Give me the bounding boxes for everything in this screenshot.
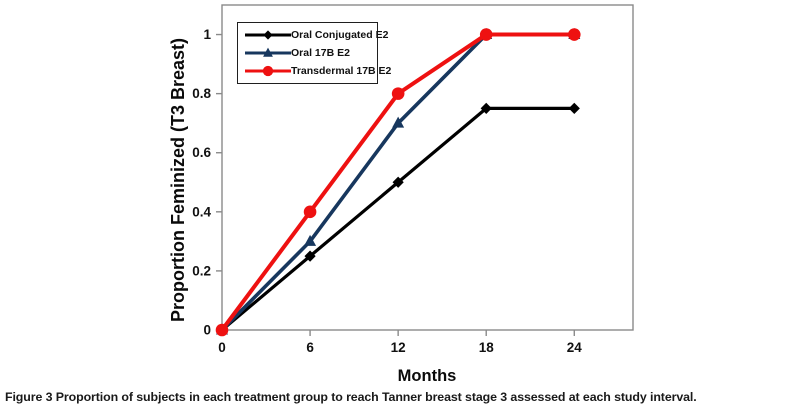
x-axis-title: Months [398, 367, 457, 385]
y-tick-label: 0.8 [192, 86, 211, 101]
legend: Oral Conjugated E2 Oral 17B E2 Transderm… [237, 22, 391, 84]
circle-marker-icon [215, 323, 229, 337]
x-tick-label: 6 [306, 340, 314, 355]
circle-marker-icon [303, 205, 317, 219]
legend-item-oral-17b-e2: Oral 17B E2 [245, 46, 375, 60]
triangle-marker-icon [392, 116, 405, 128]
y-tick-label: 0.2 [192, 263, 211, 278]
legend-item-transdermal-17b-e2: Transdermal 17B E2 [245, 64, 391, 78]
x-tick-label: 24 [567, 340, 583, 355]
legend-label: Oral 17B E2 [291, 47, 350, 59]
legend-label: Oral Conjugated E2 [291, 29, 389, 41]
diamond-marker-icon [304, 250, 316, 262]
diamond-marker-icon [392, 176, 404, 188]
diamond-marker-icon [568, 102, 580, 115]
x-tick-label: 0 [218, 340, 226, 355]
diamond-marker-icon [263, 30, 273, 40]
triangle-marker-icon [263, 47, 273, 57]
plot-border [221, 4, 634, 331]
x-tick-label: 12 [391, 340, 406, 355]
legend-swatch-diamond-icon [245, 30, 291, 40]
circle-marker-icon [479, 28, 493, 41]
legend-swatch-triangle-icon [245, 47, 291, 57]
legend-swatch-circle-icon [245, 65, 291, 77]
line-chart: 0 0.2 0.4 0.6 0.8 1 0 6 12 18 24 Proportion Femini… [168, 4, 634, 385]
legend-item-oral-conjugated-e2: Oral Conjugated E2 [245, 28, 388, 42]
circle-marker-icon [262, 65, 274, 77]
figure-caption-label: Figure 3 [5, 390, 53, 404]
triangle-marker-icon [304, 234, 317, 246]
series-line [220, 106, 575, 332]
figure-caption: Figure 3 Proportion of subjects in each … [5, 390, 791, 404]
y-tick-label: 0.6 [192, 145, 211, 160]
plot-area: 0 0.2 0.4 0.6 0.8 1 0 6 12 18 24 [192, 4, 634, 355]
circle-marker-icon [391, 87, 405, 100]
legend-label: Transdermal 17B E2 [291, 65, 392, 77]
figure-caption-text: Proportion of subjects in each treatment… [55, 390, 697, 404]
y-tick-label: 0 [203, 323, 211, 338]
y-tick-label: 0.4 [192, 204, 211, 219]
y-axis-title: Proportion Feminized (T3 Breast) [168, 38, 188, 322]
x-tick-label: 18 [479, 340, 495, 355]
y-tick-label: 1 [203, 27, 211, 42]
diamond-marker-icon [480, 102, 492, 115]
circle-marker-icon [567, 28, 581, 41]
